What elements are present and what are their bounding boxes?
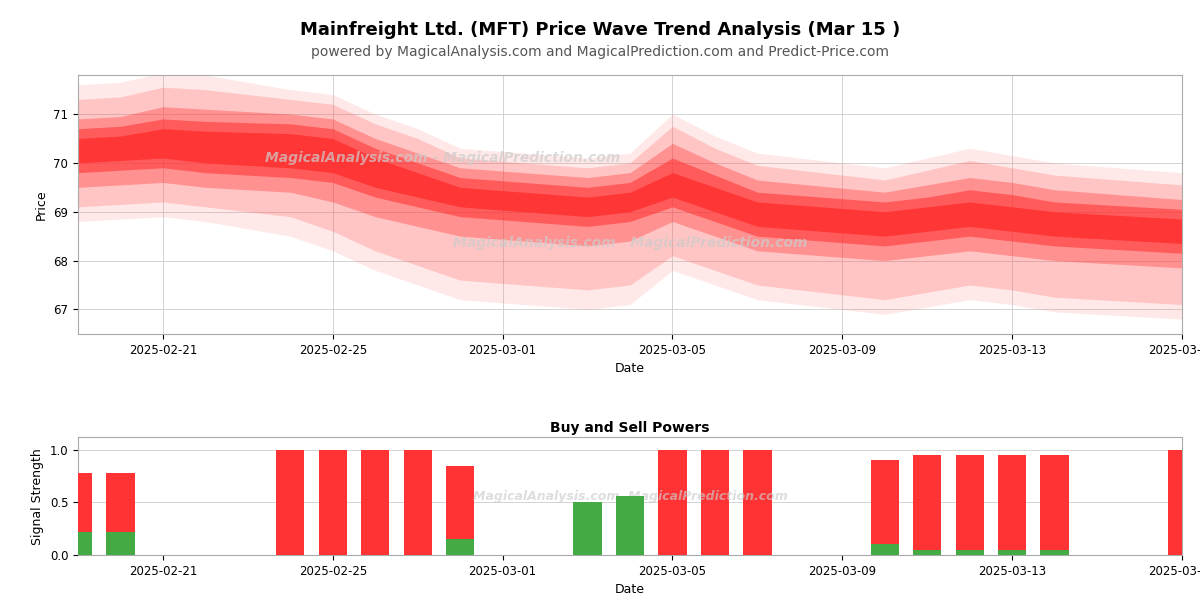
Bar [403,450,432,555]
Bar [361,450,389,555]
Text: MagicalAnalysis.com  MagicalPrediction.com: MagicalAnalysis.com MagicalPrediction.co… [473,490,787,503]
Y-axis label: Price: Price [35,189,48,220]
Bar [446,539,474,555]
Bar [1040,550,1069,555]
Bar [998,455,1026,555]
Bar [955,455,984,555]
Text: MagicalAnalysis.com   MagicalPrediction.com: MagicalAnalysis.com MagicalPrediction.co… [452,236,808,250]
Text: Mainfreight Ltd. (MFT) Price Wave Trend Analysis (Mar 15 ): Mainfreight Ltd. (MFT) Price Wave Trend … [300,21,900,39]
Bar [871,460,899,555]
Text: MagicalAnalysis.com - MagicalPrediction.com: MagicalAnalysis.com - MagicalPrediction.… [265,151,620,165]
Bar [616,509,644,555]
Y-axis label: Signal Strength: Signal Strength [31,448,44,545]
X-axis label: Date: Date [614,583,646,596]
Bar [107,473,134,555]
Bar [1040,455,1069,555]
Bar [276,450,305,555]
Bar [659,450,686,555]
Bar [319,450,347,555]
Bar [574,502,601,555]
Bar [955,550,984,555]
X-axis label: Date: Date [614,362,646,375]
Bar [1168,450,1196,555]
Bar [446,466,474,555]
Bar [998,550,1026,555]
Bar [574,502,601,555]
Text: powered by MagicalAnalysis.com and MagicalPrediction.com and Predict-Price.com: powered by MagicalAnalysis.com and Magic… [311,45,889,59]
Bar [64,473,92,555]
Bar [616,496,644,555]
Bar [913,455,941,555]
Bar [913,550,941,555]
Bar [701,450,730,555]
Bar [743,450,772,555]
Bar [107,532,134,555]
Title: Buy and Sell Powers: Buy and Sell Powers [551,421,709,435]
Bar [871,544,899,555]
Bar [64,532,92,555]
